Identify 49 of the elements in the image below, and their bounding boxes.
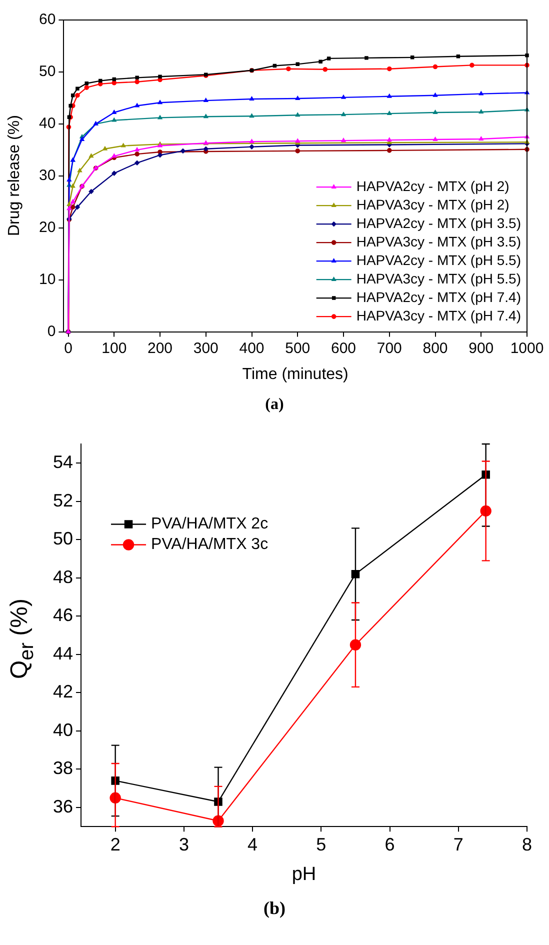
x-tick-label: 2 — [110, 834, 120, 854]
x-tick-label: 900 — [468, 340, 494, 357]
x-tick-label: 4 — [248, 834, 258, 854]
y-tick-label: 0 — [47, 322, 56, 340]
y-axis-title: Drug release (%) — [6, 116, 24, 236]
y-tick-label: 52 — [52, 490, 74, 510]
y-tick-label: 54 — [52, 452, 74, 472]
y-tick-label: 10 — [38, 270, 56, 288]
y-tick-label: 48 — [52, 566, 74, 587]
y-tick-label: 20 — [38, 219, 56, 236]
legend-label: HAPVA3cy - MTX (pH 2) — [356, 196, 510, 212]
y-tick-label: 50 — [38, 63, 56, 80]
x-tick-label: 800 — [422, 340, 448, 357]
x-tick-label: 1000 — [510, 340, 544, 357]
x-tick-label: 3 — [178, 834, 189, 854]
y-tick-label: 42 — [52, 682, 74, 702]
y-tick-label: 40 — [38, 115, 56, 132]
y-tick-label: 44 — [52, 643, 74, 664]
legend-label: HAPVA3cy - MTX (pH 7.4) — [356, 307, 522, 324]
x-axis-title: pH — [292, 864, 316, 885]
y-tick-label: 60 — [38, 11, 56, 28]
legend-label: HAPVA3cy - MTX (pH 3.5) — [356, 233, 522, 250]
x-tick-label: 100 — [102, 340, 127, 357]
text: (a) — [264, 396, 285, 414]
legend-label: HAPVA3cy - MTX (pH 5.5) — [356, 270, 522, 286]
y-tick-label: 46 — [52, 605, 74, 626]
y-tick-label: 38 — [52, 758, 74, 778]
legend-label: HAPVA2cy - MTX (pH 7.4) — [356, 288, 522, 305]
x-tick-label: 5 — [316, 834, 326, 854]
x-tick-label: 200 — [148, 340, 173, 357]
x-tick-label: 7 — [453, 834, 464, 854]
x-tick-label: 300 — [193, 340, 218, 357]
text: (b) — [262, 898, 286, 919]
x-tick-label: 500 — [285, 340, 310, 357]
legend-label: HAPVA2cy - MTX (pH 5.5) — [356, 252, 522, 268]
x-axis-title: Time (minutes) — [242, 366, 348, 383]
y-tick-label: 40 — [52, 720, 74, 740]
y-tick-label: 50 — [52, 528, 74, 549]
legend-label: HAPVA2cy - MTX (pH 3.5) — [356, 214, 522, 231]
x-tick-label: 700 — [376, 340, 402, 357]
y-tick-label: 36 — [52, 796, 74, 816]
legend-label: HAPVA2cy - MTX (pH 2) — [356, 178, 510, 194]
x-tick-label: 6 — [384, 834, 395, 854]
y-tick-label: 30 — [38, 167, 56, 184]
legend-label: PVA/HA/MTX 2c — [151, 516, 268, 533]
legend-label: PVA/HA/MTX 3c — [151, 536, 268, 554]
x-tick-label: 600 — [330, 340, 356, 357]
x-tick-label: 8 — [522, 834, 532, 854]
x-tick-label: 400 — [239, 340, 264, 357]
